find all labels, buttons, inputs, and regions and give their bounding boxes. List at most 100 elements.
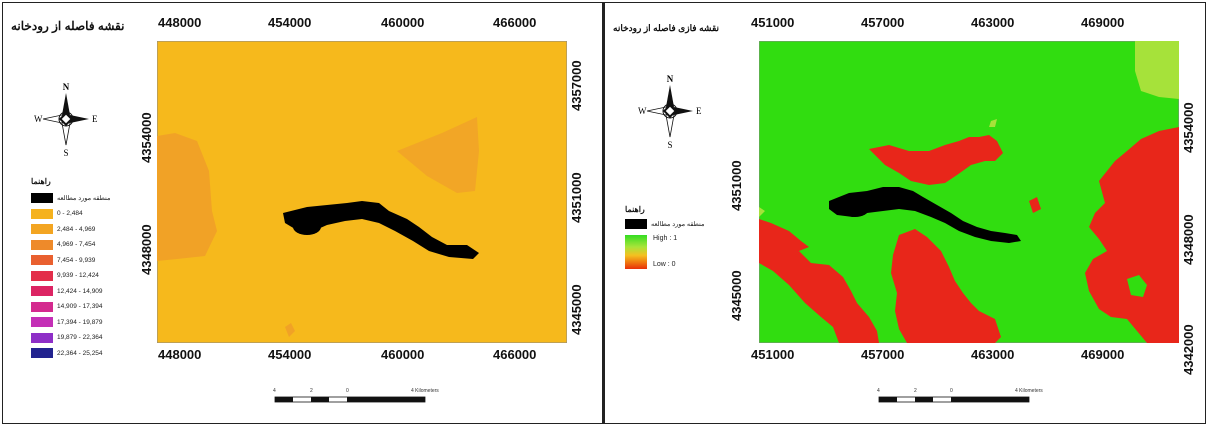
x-tick-top: 454000: [268, 15, 312, 30]
legend-gradient: [625, 235, 647, 269]
distance-band-0: [157, 41, 567, 343]
north-arrow-compass: N S W E: [34, 82, 98, 157]
left-map-title: نقشه فاصله از رودخانه: [11, 19, 125, 33]
study-area: [283, 201, 479, 259]
y-tick-right: 4342000: [1181, 324, 1196, 375]
legend-swatch: [31, 348, 53, 358]
distance-band-west: [157, 133, 217, 261]
legend-label: 7,454 - 9,939: [57, 256, 96, 264]
compass-west-label: W: [638, 106, 647, 116]
compass-east-label: E: [92, 114, 98, 124]
legend-swatch: [31, 224, 53, 234]
legend-item: 7,454 - 9,939: [31, 255, 95, 265]
scale-label: 0: [950, 388, 953, 394]
scale-bar: [878, 396, 1030, 403]
distance-band-south: [285, 323, 295, 337]
legend-item: 22,364 - 25,254: [31, 348, 103, 358]
legend-high-label: High : 1: [653, 235, 678, 242]
x-tick-top: 457000: [861, 15, 905, 30]
x-tick-bottom: 466000: [493, 347, 537, 362]
legend-item: 4,969 - 7,454: [31, 239, 96, 250]
x-tick-top: 469000: [1081, 15, 1125, 30]
scale-label: 2: [914, 388, 917, 394]
legend-item: منطقه مورد مطالعه: [31, 193, 110, 203]
x-tick-top: 451000: [751, 15, 795, 30]
x-tick-top: 466000: [493, 15, 537, 30]
scale-label: 2: [310, 388, 313, 394]
legend-label: 22,364 - 25,254: [57, 349, 103, 357]
x-tick-top: 460000: [381, 15, 425, 30]
scale-label: 4 Kilometers: [1015, 388, 1043, 394]
fuzzy-map-panel: نقشه فازی فاصله از رودخانه 451000 457000…: [603, 3, 1205, 423]
legend-swatch: [31, 286, 53, 296]
legend-label: 0 - 2,484: [57, 210, 83, 217]
scale-label: 4: [877, 388, 880, 394]
fuzzy-mid-area: [1135, 41, 1179, 99]
scale-label: 4: [273, 388, 276, 394]
legend-study-area: منطقه مورد مطالعه: [625, 219, 704, 229]
legend-swatch: [31, 317, 53, 327]
legend-label: 19,879 - 22,364: [57, 334, 103, 341]
x-tick-bottom: 469000: [1081, 347, 1125, 362]
y-tick-right: 4348000: [1181, 214, 1196, 265]
legend-label: منطقه مورد مطالعه: [57, 195, 111, 202]
legend-item: 17,394 - 19,879: [31, 317, 103, 327]
x-tick-top: 463000: [971, 15, 1015, 30]
legend-label: 12,424 - 14,909: [57, 287, 103, 295]
fuzzy-low-west: [759, 219, 879, 343]
study-area-lobe: [293, 219, 321, 235]
legend-swatch: [31, 255, 53, 265]
legend-swatch: [31, 270, 53, 281]
x-tick-bottom: 457000: [861, 347, 905, 362]
compass-south-label: S: [667, 140, 672, 149]
fuzzy-low-east: [1085, 127, 1179, 343]
compass-west-label: W: [34, 114, 43, 124]
legend-label: 17,394 - 19,879: [57, 318, 103, 326]
distance-raster: [157, 41, 567, 343]
y-tick-left: 4354000: [139, 112, 154, 163]
y-tick-right: 4351000: [569, 172, 584, 223]
compass-north-label: N: [63, 82, 70, 92]
y-tick-right: 4357000: [569, 60, 584, 111]
legend-title: راهنما: [625, 205, 645, 214]
legend-item: 14,909 - 17,394: [31, 301, 103, 312]
legend-item: 2,484 - 4,969: [31, 224, 95, 234]
y-tick-left: 4348000: [139, 224, 154, 275]
legend-label: 4,969 - 7,454: [57, 241, 96, 248]
right-map-title: نقشه فازی فاصله از رودخانه: [613, 23, 720, 33]
y-tick-right: 4345000: [569, 284, 584, 335]
fuzzy-low-north: [869, 135, 1003, 185]
legend-swatch: [625, 219, 647, 229]
legend-item: 19,879 - 22,364: [31, 332, 103, 343]
scale-bar: [274, 396, 426, 403]
compass-south-label: S: [63, 148, 68, 157]
legend-swatch: [31, 332, 53, 343]
scale-label: 4 Kilometers: [411, 388, 439, 394]
legend-swatch: [31, 208, 53, 219]
x-tick-bottom: 448000: [158, 347, 202, 362]
legend-label: 2,484 - 4,969: [57, 225, 96, 233]
legend-swatch: [31, 239, 53, 250]
y-tick-right: 4354000: [1181, 102, 1196, 153]
north-arrow-compass: N S W E: [638, 74, 702, 149]
x-tick-bottom: 454000: [268, 347, 312, 362]
distance-map-panel: نقشه فاصله از رودخانه 448000 454000 4600…: [3, 3, 603, 423]
compass-east-label: E: [696, 106, 702, 116]
compass-north-label: N: [667, 74, 674, 84]
y-tick-left: 4351000: [729, 160, 744, 211]
legend-label: 14,909 - 17,394: [57, 303, 103, 310]
x-tick-bottom: 460000: [381, 347, 425, 362]
x-tick-bottom: 451000: [751, 347, 795, 362]
fuzzy-raster: [759, 41, 1179, 343]
legend-label: 9,939 - 12,424: [57, 272, 99, 279]
legend-title: راهنما: [31, 177, 51, 186]
x-tick-bottom: 463000: [971, 347, 1015, 362]
legend-label: منطقه مورد مطالعه: [651, 221, 705, 228]
study-area: [829, 187, 1021, 243]
y-tick-left: 4345000: [729, 270, 744, 321]
legend-swatch: [31, 193, 53, 203]
x-tick-top: 448000: [158, 15, 202, 30]
legend-item: 0 - 2,484: [31, 208, 83, 219]
legend-item: 9,939 - 12,424: [31, 270, 99, 281]
